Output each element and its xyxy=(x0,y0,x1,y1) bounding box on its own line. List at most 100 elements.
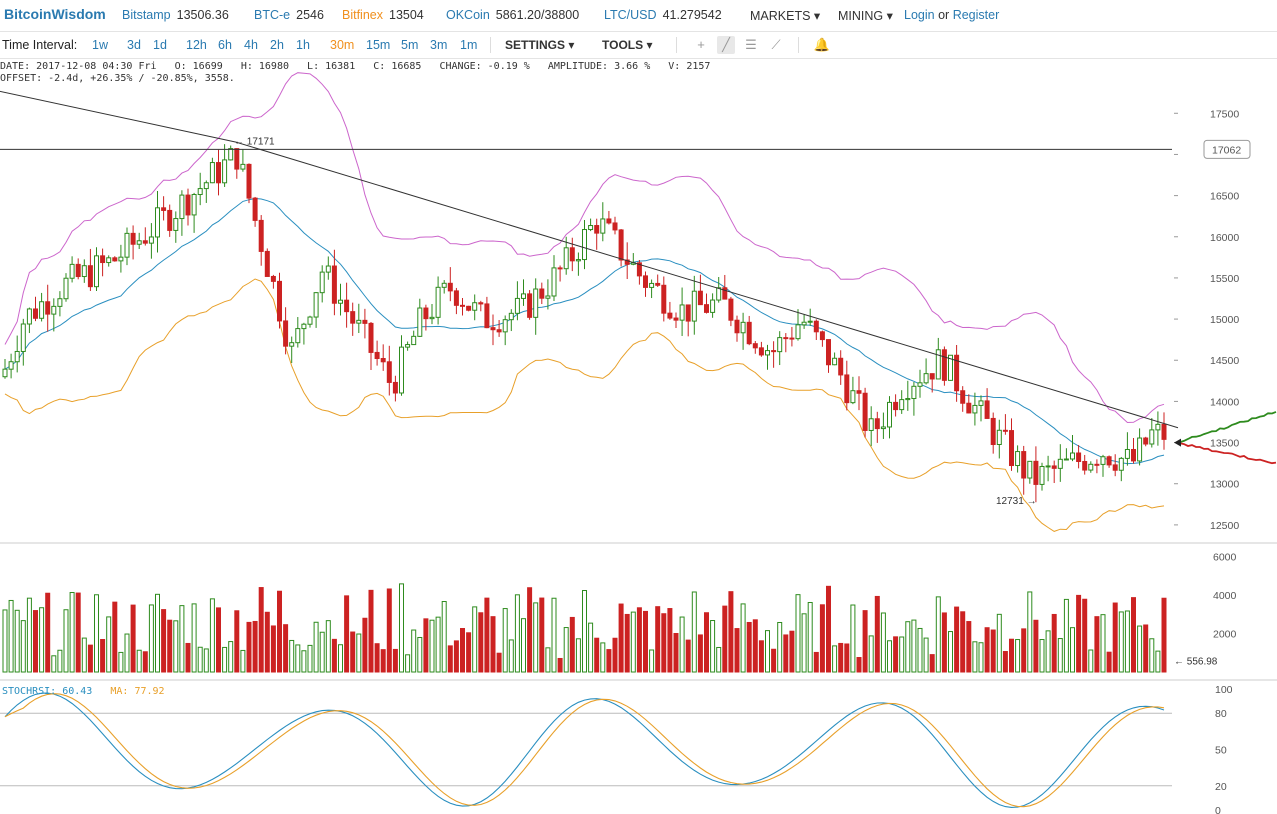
volume-bar xyxy=(832,645,838,673)
candle-body xyxy=(1149,429,1155,445)
volume-bar xyxy=(563,627,569,673)
market-bitfinex[interactable]: Bitfinex 13504 xyxy=(342,8,424,22)
volume-bar xyxy=(521,618,526,673)
login-link[interactable]: Login xyxy=(904,8,935,22)
candle-body xyxy=(222,159,228,184)
trend-line[interactable] xyxy=(0,89,1179,429)
volume-bar xyxy=(594,637,600,673)
volume-bar xyxy=(1070,627,1075,673)
markets-menu[interactable]: MARKETS ▾ xyxy=(750,9,821,23)
candle-body xyxy=(26,308,32,325)
stochrsi-legend: STOCHRSI: 60.43 MA: 77.92 xyxy=(2,686,165,697)
volume-bar xyxy=(917,627,923,673)
volume-bar xyxy=(100,639,106,673)
candle-body xyxy=(716,287,722,301)
volume-bar xyxy=(112,601,118,673)
volume-bar xyxy=(216,607,221,673)
volume-bar xyxy=(26,597,32,673)
trendline-icon[interactable]: ╱ xyxy=(717,36,735,54)
interval-5m[interactable]: 5m xyxy=(401,38,419,52)
volume-bar xyxy=(502,608,508,673)
volume-bar xyxy=(1002,651,1008,673)
interval-2h[interactable]: 2h xyxy=(270,38,284,52)
interval-1d[interactable]: 1d xyxy=(153,38,167,52)
candle-body xyxy=(325,265,331,273)
horizontal-lines-icon[interactable]: ☰ xyxy=(745,37,757,52)
interval-6h[interactable]: 6h xyxy=(218,38,232,52)
volume-bar xyxy=(374,643,380,673)
bell-icon[interactable]: 🔔 xyxy=(813,37,831,52)
interval-1h[interactable]: 1h xyxy=(296,38,310,52)
candle-body xyxy=(185,194,191,216)
candle-body xyxy=(832,357,838,366)
interval-3d[interactable]: 3d xyxy=(127,38,141,52)
volume-bar xyxy=(575,638,581,673)
interval-3m[interactable]: 3m xyxy=(430,38,448,52)
volume-bar xyxy=(868,635,874,673)
candle-body xyxy=(417,307,423,337)
candle-body xyxy=(691,290,697,322)
volume-bar xyxy=(75,592,81,673)
candle-body xyxy=(484,303,490,329)
volume-bar xyxy=(179,605,185,673)
candle-body xyxy=(179,194,185,220)
market-okcoin[interactable]: OKCoin 5861.20/38800 xyxy=(446,8,580,22)
mining-menu[interactable]: MINING ▾ xyxy=(838,9,893,23)
volume-bar xyxy=(1094,616,1100,673)
interval-1m[interactable]: 1m xyxy=(460,38,478,52)
settings-menu[interactable]: SETTINGS ▾ xyxy=(505,38,575,52)
candle-body xyxy=(813,320,819,333)
stochrsi-tick-label: 0 xyxy=(1215,805,1221,814)
candle-body xyxy=(740,321,746,334)
volume-bar xyxy=(63,609,69,673)
market-btce[interactable]: BTC-e 2546 xyxy=(254,8,324,22)
candle-body xyxy=(533,288,539,318)
candle-body xyxy=(411,335,417,346)
volume-bar xyxy=(1131,597,1136,673)
candle-body xyxy=(435,286,441,318)
candle-body xyxy=(57,298,63,307)
candle-body xyxy=(643,275,648,288)
volume-bar xyxy=(972,641,978,673)
candle-body xyxy=(746,321,752,345)
volume-bar xyxy=(295,644,301,673)
tools-menu[interactable]: TOOLS ▾ xyxy=(602,38,653,52)
fan-icon[interactable]: ⟋ xyxy=(771,37,781,52)
candle-body xyxy=(1094,463,1100,466)
candle-body xyxy=(935,349,941,380)
volume-bar xyxy=(508,639,514,673)
volume-bar xyxy=(984,627,990,673)
interval-1w[interactable]: 1w xyxy=(92,38,108,52)
stochrsi-line xyxy=(4,692,1165,808)
time-interval-label: Time Interval: xyxy=(2,38,78,52)
volume-bar xyxy=(319,631,325,673)
crosshair-icon[interactable]: + xyxy=(697,37,705,52)
candle-body xyxy=(514,297,520,314)
volume-bar xyxy=(161,609,167,673)
volume-bar xyxy=(813,651,819,673)
candle-body xyxy=(655,282,661,286)
volume-series xyxy=(2,583,1167,673)
candle-body xyxy=(697,290,703,306)
interval-15m[interactable]: 15m xyxy=(366,38,391,52)
market-bitstamp[interactable]: Bitstamp 13506.36 xyxy=(122,8,229,22)
market-ltcusd[interactable]: LTC/USD 41.279542 xyxy=(604,8,722,22)
volume-bar xyxy=(533,602,539,673)
volume-bar xyxy=(1137,625,1143,673)
price-label-box xyxy=(1203,139,1251,159)
candle-body xyxy=(258,219,264,252)
candle-body xyxy=(69,263,75,279)
price-tick-label: 16500 xyxy=(1210,191,1239,203)
candle-body xyxy=(685,304,691,322)
interval-12h[interactable]: 12h xyxy=(186,38,207,52)
brand-logo[interactable]: BitcoinWisdom xyxy=(4,6,106,22)
interval-30m[interactable]: 30m xyxy=(330,38,355,52)
candle-body xyxy=(1027,460,1033,479)
candle-body xyxy=(887,401,892,428)
volume-bar xyxy=(582,590,587,673)
interval-4h[interactable]: 4h xyxy=(244,38,258,52)
candle-body xyxy=(295,328,301,344)
register-link[interactable]: Register xyxy=(952,8,1000,22)
volume-bar xyxy=(209,598,215,673)
